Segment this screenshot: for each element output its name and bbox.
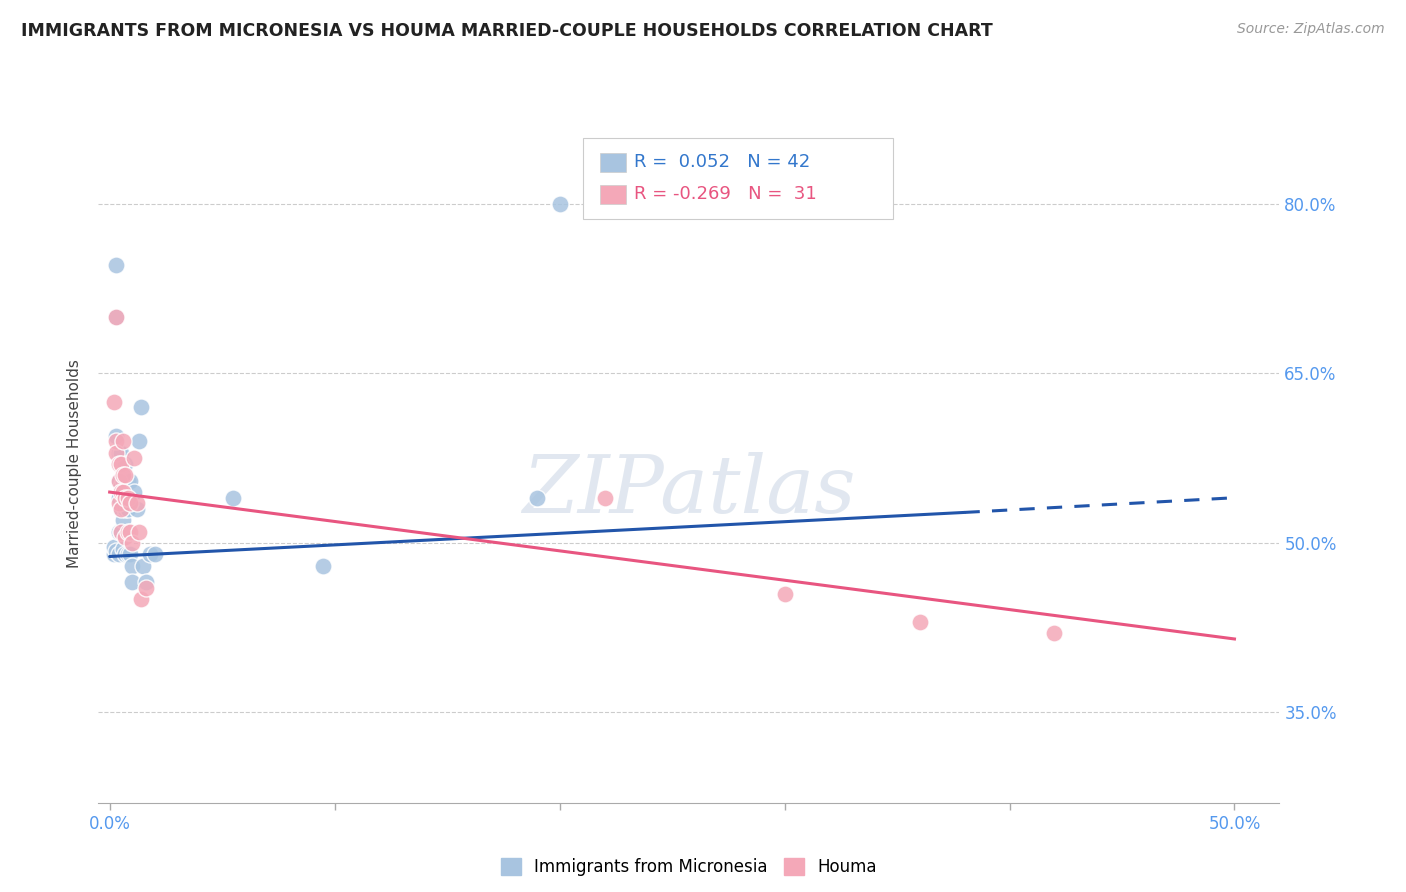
Point [103, 394, 125, 409]
Point [128, 524, 150, 539]
Point [110, 524, 132, 539]
Point [118, 474, 141, 488]
Point [135, 581, 157, 595]
Point [107, 445, 129, 459]
Point [117, 524, 139, 539]
Point [107, 496, 129, 510]
Point [105, 544, 128, 558]
Point [112, 541, 135, 556]
Point [118, 496, 141, 510]
Point [110, 457, 132, 471]
Point [107, 524, 129, 539]
Point [114, 502, 136, 516]
Point [107, 457, 129, 471]
Point [103, 547, 125, 561]
Point [105, 434, 128, 449]
Point [114, 457, 136, 471]
Point [117, 547, 139, 561]
Point [117, 502, 139, 516]
Point [548, 197, 571, 211]
Point [110, 485, 132, 500]
Point [118, 524, 141, 539]
Point [125, 496, 148, 510]
Point [526, 491, 548, 505]
Point [112, 468, 135, 483]
Point [132, 558, 155, 573]
Point [135, 575, 157, 590]
Point [110, 502, 132, 516]
Point [1043, 626, 1066, 640]
Point [107, 547, 129, 561]
Point [114, 468, 136, 483]
Point [110, 479, 132, 493]
Point [143, 547, 166, 561]
Point [129, 592, 152, 607]
Point [114, 491, 136, 505]
Point [121, 575, 143, 590]
Point [105, 445, 128, 459]
Point [222, 491, 245, 505]
Legend: Immigrants from Micronesia, Houma: Immigrants from Micronesia, Houma [494, 851, 884, 882]
Point [129, 401, 152, 415]
Point [110, 502, 132, 516]
Point [117, 474, 139, 488]
Point [107, 474, 129, 488]
Point [112, 491, 135, 505]
Point [105, 310, 128, 324]
Point [118, 547, 141, 561]
Text: R =  0.052   N = 42: R = 0.052 N = 42 [634, 153, 810, 171]
Text: IMMIGRANTS FROM MICRONESIA VS HOUMA MARRIED-COUPLE HOUSEHOLDS CORRELATION CHART: IMMIGRANTS FROM MICRONESIA VS HOUMA MARR… [21, 22, 993, 40]
Point [124, 485, 146, 500]
Point [103, 541, 125, 555]
Point [121, 558, 143, 573]
Point [105, 310, 128, 324]
Text: Source: ZipAtlas.com: Source: ZipAtlas.com [1237, 22, 1385, 37]
Point [112, 434, 135, 449]
Point [107, 474, 129, 488]
Point [117, 491, 139, 505]
Point [121, 536, 143, 550]
Text: R = -0.269   N =  31: R = -0.269 N = 31 [634, 186, 817, 203]
Point [312, 558, 335, 573]
Y-axis label: Married-couple Households: Married-couple Households [67, 359, 83, 568]
Point [112, 474, 135, 488]
Point [139, 547, 162, 561]
Point [125, 502, 148, 516]
Point [105, 258, 128, 272]
Point [110, 524, 132, 539]
Point [114, 479, 136, 493]
Point [128, 434, 150, 449]
Point [773, 587, 796, 601]
Point [110, 445, 132, 459]
Point [124, 451, 146, 466]
Point [107, 491, 129, 505]
Point [112, 485, 135, 500]
Point [114, 530, 136, 544]
Point [112, 513, 135, 527]
Point [114, 547, 136, 561]
Point [908, 615, 931, 629]
Text: ZIPatlas: ZIPatlas [522, 452, 856, 530]
Point [105, 428, 128, 442]
Point [593, 491, 616, 505]
